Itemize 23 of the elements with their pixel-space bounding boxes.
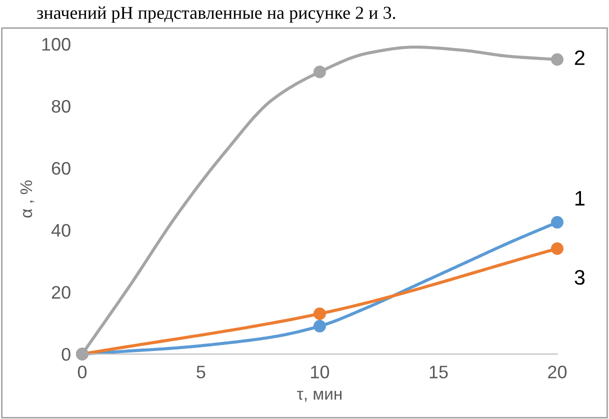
series-label: 1 bbox=[575, 191, 584, 206]
point bbox=[313, 66, 326, 78]
point bbox=[313, 307, 326, 320]
point bbox=[550, 216, 564, 229]
point bbox=[313, 320, 326, 332]
y-tick-label: 60 bbox=[52, 162, 70, 175]
x-tick-label: 20 bbox=[548, 366, 567, 378]
y-tick-label: 20 bbox=[52, 286, 70, 299]
x-axis-title: τ, мин bbox=[297, 390, 342, 402]
y-tick-label: 80 bbox=[52, 100, 70, 113]
x-tick-label: 15 bbox=[430, 366, 448, 378]
x-tick-label: 5 bbox=[196, 366, 206, 378]
y-tick-label: 0 bbox=[62, 348, 70, 361]
point bbox=[550, 53, 564, 66]
series-label: 2 bbox=[574, 50, 584, 65]
y-tick-label: 100 bbox=[42, 38, 70, 51]
series-label: 3 bbox=[574, 270, 585, 285]
y-tick-label: 40 bbox=[51, 224, 70, 237]
y-axis-title: α , % bbox=[20, 180, 34, 218]
point bbox=[550, 242, 564, 255]
x-tick-label: 0 bbox=[78, 366, 87, 378]
x-tick-label: 10 bbox=[311, 366, 330, 378]
text: значений pH представленные на рисунке 2 и 3. bbox=[37, 6, 396, 23]
